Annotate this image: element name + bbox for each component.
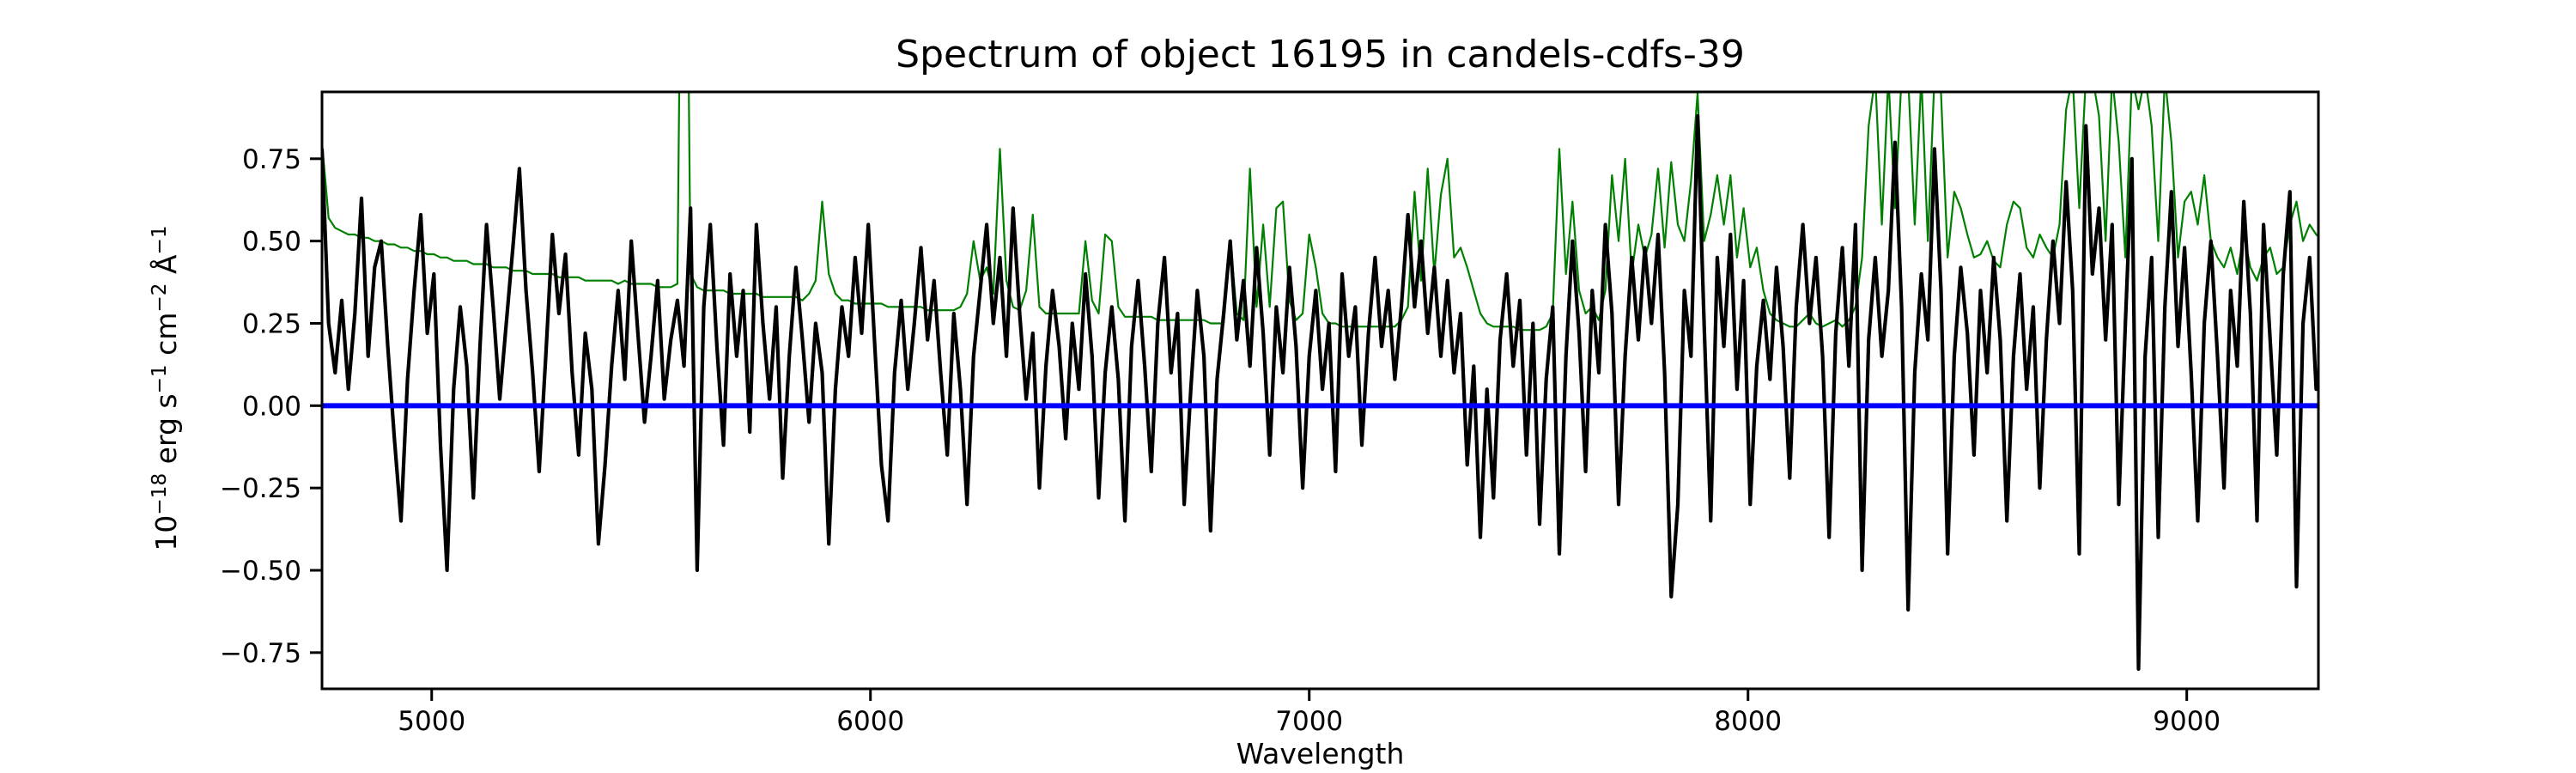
y-label-segment: −18 <box>149 472 172 515</box>
y-tick-label: −0.25 <box>220 473 301 504</box>
x-tick-label: 5000 <box>398 706 465 737</box>
y-label-segment: erg s <box>149 393 183 473</box>
y-tick-label: −0.50 <box>220 556 301 587</box>
axes-box <box>320 90 2320 691</box>
x-tick-label: 6000 <box>836 706 904 737</box>
sky-noise-spectrum <box>322 92 2318 332</box>
y-tick-label: 0.25 <box>242 308 301 339</box>
y-label-segment: 10 <box>149 514 183 551</box>
y-tick-label: 0.00 <box>242 391 301 422</box>
y-label-segment: −1 <box>149 364 172 394</box>
y-axis-label: 10−18 erg s−1 cm−2 Å−1 <box>149 225 183 551</box>
y-label-segment: cm <box>149 312 183 365</box>
y-label-segment: −1 <box>149 225 172 255</box>
y-tick-label: 0.50 <box>242 227 301 258</box>
y-label-segment: Å <box>149 254 183 283</box>
y-tick-label: 0.75 <box>242 144 301 175</box>
y-label-segment: −2 <box>149 283 172 313</box>
y-tick-label: −0.75 <box>220 638 301 669</box>
x-axis-label: Wavelength <box>1236 737 1405 770</box>
object-flux-spectrum <box>322 113 2318 672</box>
x-tick-label: 9000 <box>2153 706 2221 737</box>
x-tick-label: 7000 <box>1275 706 1343 737</box>
chart-title: Spectrum of object 16195 in candels-cdfs… <box>896 33 1745 76</box>
x-tick-label: 8000 <box>1714 706 1782 737</box>
